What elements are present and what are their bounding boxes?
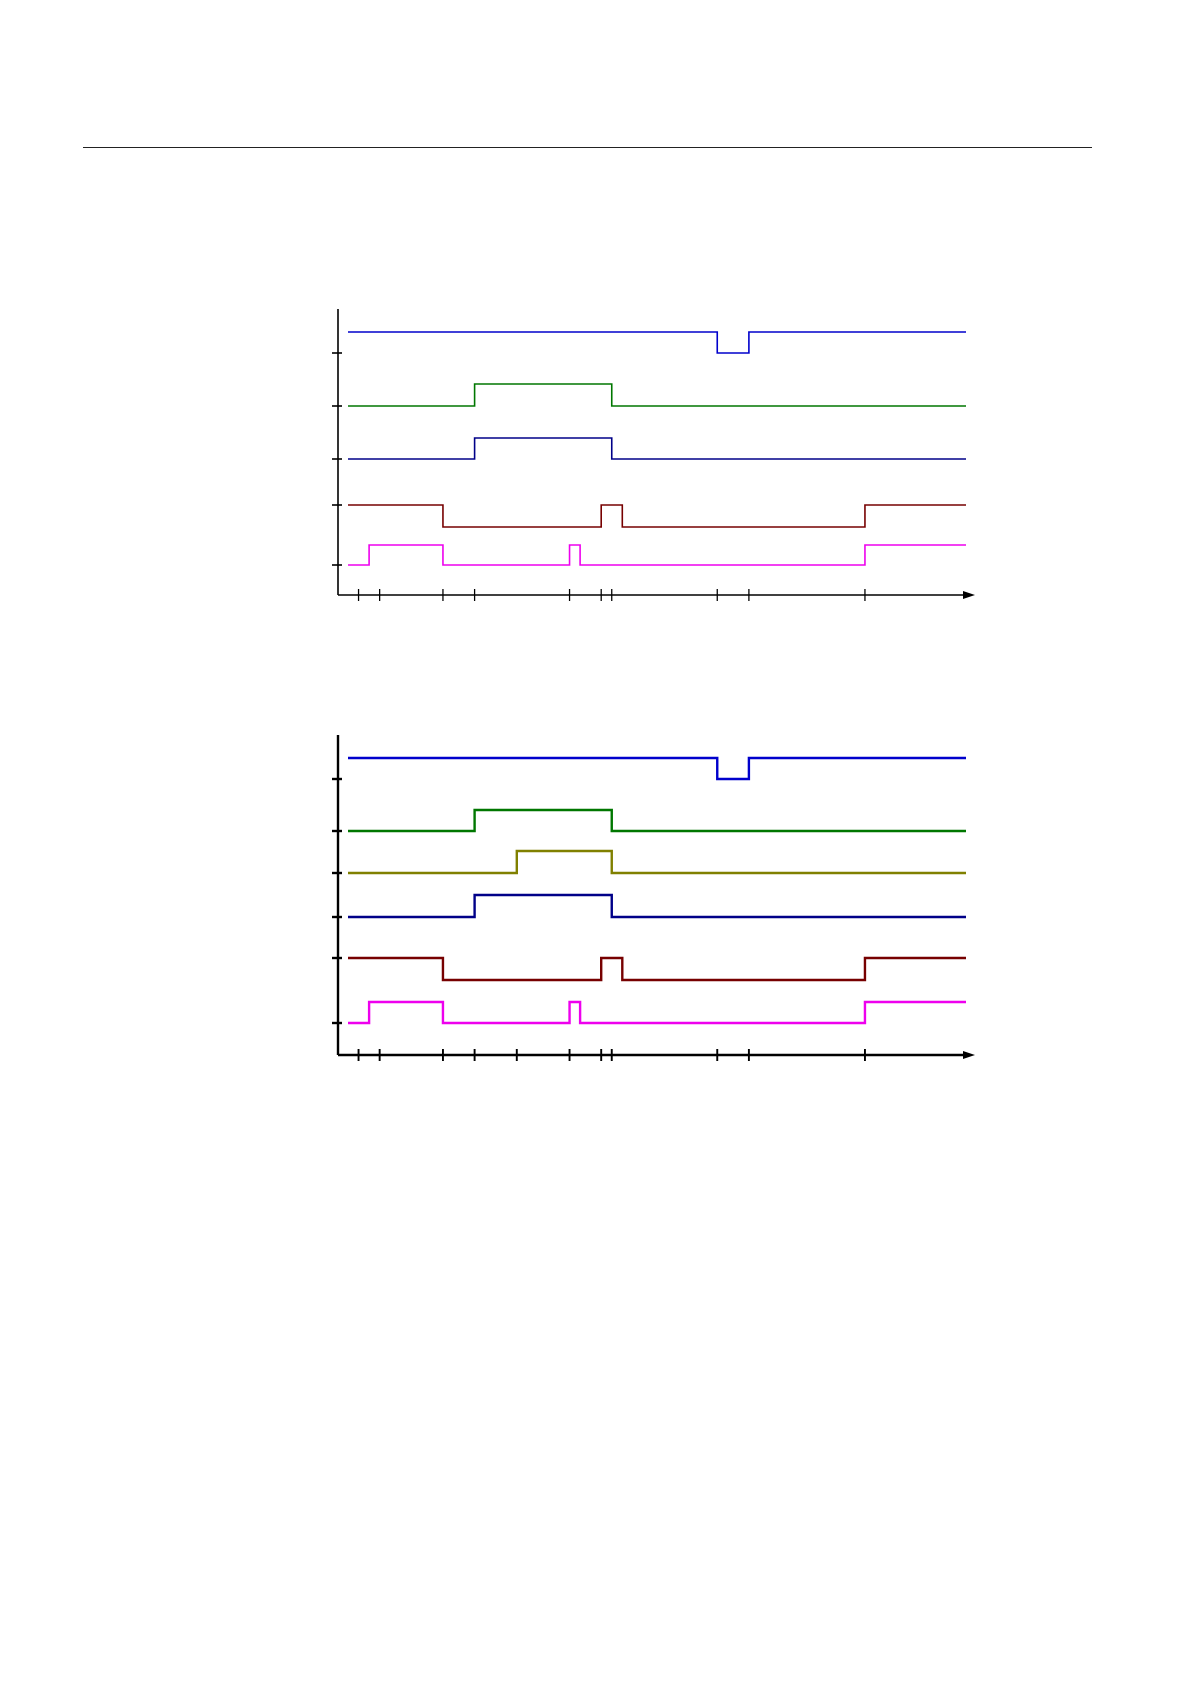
signal-waveform-olive bbox=[348, 849, 966, 875]
signal-waveform-navy bbox=[348, 893, 966, 919]
signal-waveform-blue bbox=[348, 331, 966, 354]
signal-waveform-navy bbox=[348, 437, 966, 460]
timing-diagram-2 bbox=[332, 735, 975, 1061]
signal-waveform-blue bbox=[348, 756, 966, 781]
signal-waveform-magenta bbox=[348, 1000, 966, 1025]
signal-waveform-green bbox=[348, 808, 966, 833]
x-axis-arrowhead bbox=[963, 1051, 975, 1059]
signal-waveform-magenta bbox=[348, 544, 966, 566]
header-rule bbox=[83, 147, 1092, 148]
signal-waveform-maroon bbox=[348, 956, 966, 982]
signal-waveform-green bbox=[348, 383, 966, 407]
signal-waveform-maroon bbox=[348, 504, 966, 528]
x-axis-arrowhead bbox=[963, 591, 975, 599]
timing-diagram-1 bbox=[332, 309, 975, 601]
